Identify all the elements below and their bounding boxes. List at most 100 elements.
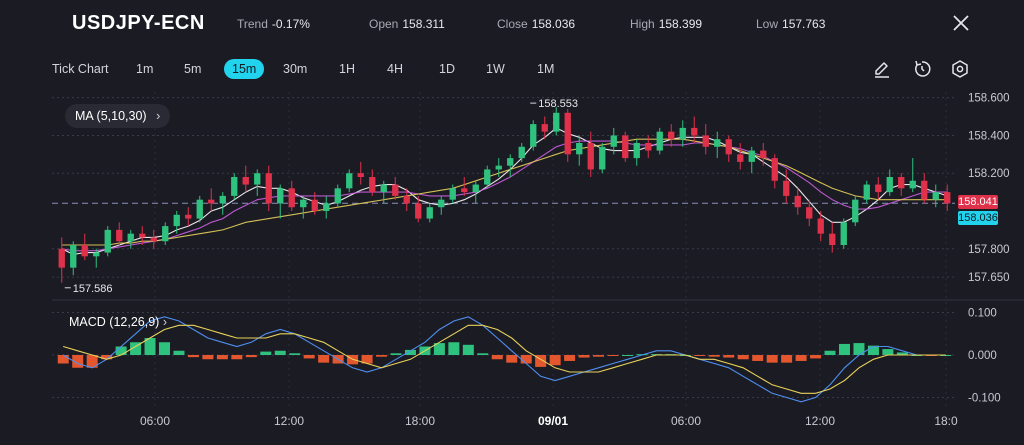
reset-timer-icon[interactable] bbox=[912, 59, 932, 79]
macd-histogram-bar bbox=[462, 344, 474, 355]
macd-indicator-pill[interactable]: MACD (12,26,9) › bbox=[65, 310, 171, 334]
macd-histogram-bar bbox=[289, 353, 301, 355]
macd-histogram-bar bbox=[810, 355, 822, 359]
candle-body bbox=[691, 127, 698, 136]
candle-body bbox=[541, 124, 548, 132]
macd-histogram-bar bbox=[882, 349, 894, 355]
ma30-line bbox=[61, 138, 948, 246]
candle-body bbox=[622, 135, 629, 159]
candle-body bbox=[875, 184, 882, 193]
candle-body bbox=[403, 195, 410, 204]
low-label: Low bbox=[756, 17, 779, 31]
macd-histogram-bar bbox=[376, 355, 388, 357]
trend-label: Trend bbox=[237, 17, 268, 31]
candle-body bbox=[495, 165, 502, 170]
timeframe-1h[interactable]: 1H bbox=[339, 62, 355, 76]
close-price-tag: 158.036 bbox=[958, 211, 998, 225]
macd-histogram-bar bbox=[404, 349, 416, 355]
timeframe-1w[interactable]: 1W bbox=[486, 62, 505, 76]
candle-body bbox=[116, 229, 123, 242]
macd-histogram-bar bbox=[86, 355, 98, 368]
macd-histogram-bar bbox=[491, 355, 503, 360]
high-label: High bbox=[630, 17, 655, 31]
candle-body bbox=[346, 173, 353, 189]
candle-body bbox=[357, 173, 364, 177]
candle-body bbox=[886, 177, 893, 193]
macd-histogram-bar bbox=[448, 342, 460, 355]
candle-body bbox=[679, 127, 686, 140]
candle-body bbox=[725, 139, 732, 155]
candle-body bbox=[484, 169, 491, 185]
candle-body bbox=[932, 192, 939, 200]
macd-histogram-bar bbox=[564, 355, 576, 361]
low-stat: Low 157.763 bbox=[756, 17, 825, 31]
candle-body bbox=[806, 207, 813, 219]
candle-body bbox=[150, 237, 157, 242]
macd-histogram-bar bbox=[621, 355, 633, 356]
close-value: 158.036 bbox=[531, 17, 576, 31]
last-price-tag: 158.041 bbox=[958, 195, 998, 209]
macd-histogram-bar bbox=[549, 355, 561, 366]
candle-body bbox=[863, 184, 870, 200]
draw-pencil-icon[interactable] bbox=[872, 59, 892, 79]
candle-body bbox=[173, 214, 180, 227]
chart-annotations: 158.553 157.586 bbox=[64, 98, 578, 295]
timeframe-1m[interactable]: 1m bbox=[136, 62, 154, 76]
macd-histogram-bar bbox=[202, 355, 214, 360]
macd-histogram-bar bbox=[896, 352, 908, 355]
ma-params: (5,10,30) bbox=[96, 109, 147, 123]
candle-body bbox=[645, 143, 652, 151]
macd-line bbox=[62, 316, 946, 403]
candle-body bbox=[277, 188, 284, 204]
tick-chart-button[interactable]: Tick Chart bbox=[52, 62, 109, 76]
macd-params: (12,26,9) bbox=[109, 315, 160, 329]
timeframe-30m[interactable]: 30m bbox=[283, 62, 308, 76]
macd-histogram-bar bbox=[766, 355, 778, 363]
high-stat: High 158.399 bbox=[630, 17, 702, 31]
timeframe-5m[interactable]: 5m bbox=[184, 62, 202, 76]
macd-histogram-bar bbox=[361, 355, 373, 364]
axis-labels: 158.600 158.400 158.200 157.800 157.650 0.100… bbox=[140, 93, 1010, 428]
macd-histogram-bar bbox=[260, 351, 272, 355]
macd-histogram-bar bbox=[506, 355, 518, 363]
candle-body bbox=[288, 188, 295, 208]
macd-histogram-bar bbox=[101, 355, 113, 360]
candle-body bbox=[737, 154, 744, 162]
candle-body bbox=[334, 188, 341, 204]
macd-histogram-bar bbox=[781, 355, 793, 363]
price-chart[interactable]: 158.600 158.400 158.200 157.800 157.650 0.100… bbox=[0, 84, 1024, 445]
candle-body bbox=[748, 150, 755, 162]
candle-body bbox=[196, 199, 203, 219]
timeframe-1mo[interactable]: 1M bbox=[537, 62, 555, 76]
macd-histogram-bar bbox=[433, 343, 445, 355]
candle-body bbox=[323, 203, 330, 211]
close-icon[interactable] bbox=[950, 12, 972, 34]
candle-body bbox=[771, 158, 778, 181]
trend-stat: Trend -0.17% bbox=[237, 17, 310, 31]
candle-body bbox=[829, 233, 836, 245]
macd-histogram-bar bbox=[159, 342, 171, 355]
candle-body bbox=[392, 184, 399, 196]
candle-body bbox=[254, 173, 261, 185]
macd-histogram-bar bbox=[245, 355, 257, 358]
ma-indicator-pill[interactable]: MA (5,10,30) › bbox=[65, 104, 171, 128]
macd-histogram-bar bbox=[795, 355, 807, 361]
macd-tick-label: -0.100 bbox=[968, 393, 1001, 405]
chart-toolbar: Tick Chart 1m 5m 15m 30m 1H 4H 1D 1W 1M bbox=[0, 58, 1024, 84]
candle-body bbox=[311, 199, 318, 211]
max-price-label: 158.553 bbox=[538, 98, 578, 110]
timeframe-15m[interactable]: 15m bbox=[224, 59, 265, 79]
macd-histogram-bar bbox=[752, 355, 764, 361]
timeframe-4h[interactable]: 4H bbox=[387, 62, 403, 76]
candle-body bbox=[461, 188, 468, 193]
candle-body bbox=[81, 245, 88, 257]
candle-body bbox=[70, 245, 77, 268]
macd-histogram-bar bbox=[535, 355, 547, 367]
candle-body bbox=[380, 184, 387, 193]
settings-hexagon-icon[interactable] bbox=[950, 59, 970, 79]
macd-histogram-bar bbox=[231, 355, 243, 360]
candle-body bbox=[898, 177, 905, 189]
macd-tick-label: 0.100 bbox=[968, 308, 997, 320]
timeframe-1d[interactable]: 1D bbox=[439, 62, 455, 76]
candle-body bbox=[127, 233, 134, 242]
